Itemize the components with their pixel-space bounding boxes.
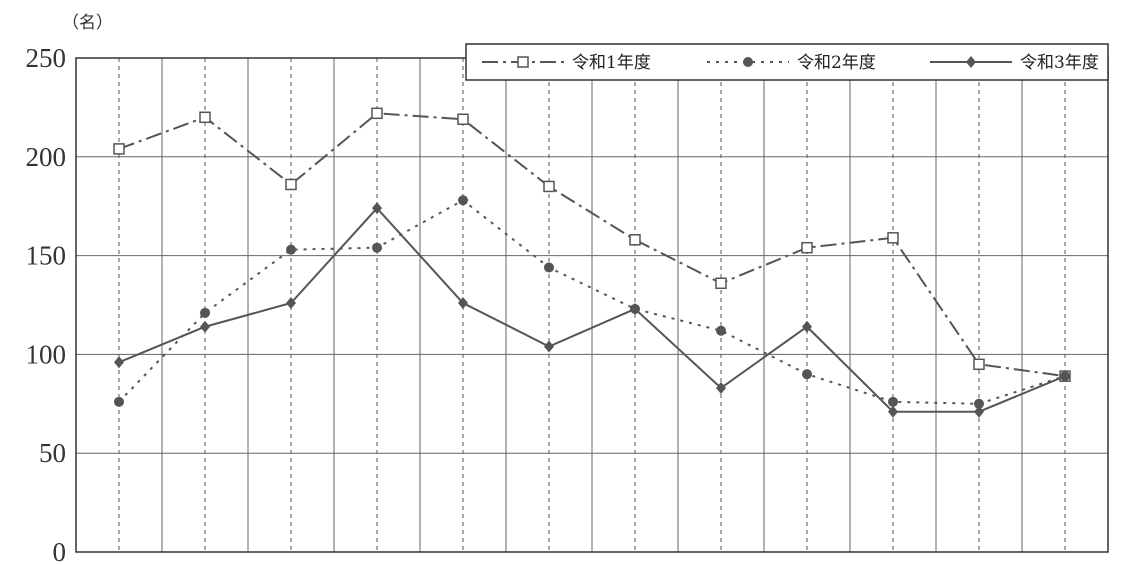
- data-point: [974, 398, 984, 409]
- data-point: [372, 202, 382, 215]
- data-point: [715, 277, 727, 290]
- data-point: [629, 234, 641, 246]
- legend-label: 令和1年度: [572, 53, 651, 73]
- data-point: [371, 107, 383, 120]
- data-point: [286, 244, 296, 255]
- data-point: [458, 195, 468, 206]
- data-point: [200, 307, 210, 318]
- data-point: [286, 297, 296, 310]
- series-open-square: [113, 107, 1071, 382]
- data-point: [716, 381, 726, 394]
- data-point: [802, 320, 812, 333]
- series-line: [118, 112, 1066, 378]
- data-point: [200, 320, 210, 333]
- series-line: [118, 199, 1066, 405]
- y-axis-ticks: 0 50 100 150 200 250: [26, 43, 67, 565]
- y-tick-label: 200: [26, 142, 67, 172]
- data-point: [544, 340, 554, 353]
- data-point: [630, 302, 640, 315]
- y-tick-label: 50: [39, 438, 66, 468]
- series-filled-diamond: [114, 202, 1070, 418]
- data-point: [743, 57, 753, 67]
- legend-entry: 令和1年度: [482, 53, 651, 73]
- data-point: [543, 180, 555, 193]
- data-point: [802, 369, 812, 380]
- series-line: [118, 206, 1066, 413]
- data-point: [888, 396, 898, 407]
- y-tick-label: 150: [26, 241, 67, 271]
- data-point: [372, 242, 382, 253]
- legend: 令和1年度 令和2年度 令和3年度: [465, 43, 1109, 81]
- data-point: [199, 111, 211, 124]
- data-point: [114, 356, 124, 369]
- data-point: [888, 405, 898, 418]
- data-point: [1060, 370, 1070, 383]
- data-point: [887, 232, 899, 244]
- data-point: [458, 297, 468, 310]
- data-point: [113, 143, 125, 155]
- y-tick-label: 0: [53, 537, 67, 565]
- data-point: [517, 56, 529, 68]
- y-tick-label: 100: [26, 339, 67, 369]
- data-point: [966, 56, 976, 68]
- grid: [75, 57, 1109, 553]
- legend-entry: 令和2年度: [707, 53, 876, 73]
- data-point: [973, 358, 985, 371]
- series-layer: [113, 107, 1071, 418]
- y-axis-unit-label: （名）: [62, 13, 113, 33]
- data-point: [457, 113, 469, 126]
- data-point: [716, 325, 726, 336]
- data-point: [114, 396, 124, 407]
- legend-entry: 令和3年度: [930, 53, 1099, 73]
- y-tick-label: 250: [26, 43, 67, 73]
- data-point: [801, 241, 813, 254]
- data-point: [974, 405, 984, 418]
- data-point: [544, 262, 554, 273]
- legend-label: 令和2年度: [797, 53, 876, 73]
- data-point: [285, 178, 297, 191]
- legend-label: 令和3年度: [1020, 53, 1099, 73]
